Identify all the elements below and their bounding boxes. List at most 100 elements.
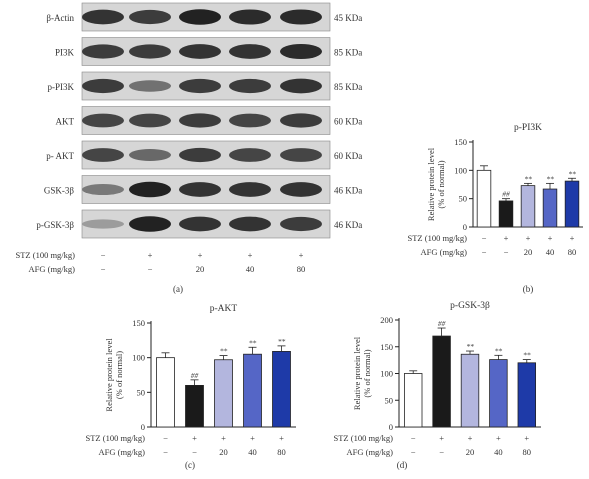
blot-row-label: PI3K: [55, 48, 75, 58]
bar: [476, 169, 492, 228]
bar: [517, 362, 537, 428]
afg-value: 20: [219, 447, 228, 457]
stz-value: −: [411, 433, 416, 443]
significance-mark: ##: [191, 371, 199, 380]
blot-band: [129, 216, 171, 232]
chart-title: p-AKT: [210, 304, 238, 314]
y-tick-label: 0: [389, 422, 393, 432]
stz-label: STZ (100 mg/kg): [408, 233, 468, 243]
blot-band: [229, 9, 271, 25]
blot-kda-label: 85 KDa: [334, 82, 362, 92]
afg-value: 80: [277, 447, 286, 457]
blot-band: [82, 148, 124, 162]
stz-value: +: [570, 233, 575, 243]
blot-band: [82, 9, 124, 25]
blot-row-label: GSK-3β: [44, 186, 75, 196]
blot-kda-label: 46 KDa: [334, 186, 362, 196]
afg-value: 80: [523, 447, 532, 457]
blot-kda-label: 60 KDa: [334, 151, 362, 161]
significance-mark: **: [568, 169, 576, 178]
blot-band: [179, 78, 221, 94]
afg-value: 20: [524, 247, 533, 257]
chart-title: p-PI3K: [514, 123, 542, 133]
blot-band: [82, 113, 124, 128]
stz-value: −: [101, 250, 106, 260]
y-tick-label: 100: [132, 353, 145, 363]
stz-value: +: [524, 433, 529, 443]
y-axis-unit-label: (% of normal): [436, 160, 446, 208]
y-axis-label: Relative protein level: [352, 336, 362, 410]
stz-value: +: [548, 233, 553, 243]
stz-value: +: [468, 433, 473, 443]
y-tick-label: 150: [132, 318, 145, 328]
blot-band: [280, 9, 322, 25]
afg-label: AFG (mg/kg): [28, 264, 75, 274]
afg-value: 40: [494, 447, 503, 457]
significance-mark: **: [495, 346, 503, 355]
significance-mark: ##: [502, 190, 510, 199]
afg-value: 40: [248, 447, 257, 457]
stz-value: +: [439, 433, 444, 443]
chart-p-akt: p-AKT Relative protein level (% of normal)…: [86, 304, 296, 470]
stz-value: +: [279, 433, 284, 443]
blot-band: [229, 148, 271, 162]
blot-band: [129, 80, 171, 92]
significance-mark: **: [278, 337, 286, 346]
afg-value: −: [411, 447, 416, 457]
bar: [498, 200, 514, 228]
stz-value: −: [482, 233, 487, 243]
stz-value: +: [496, 433, 501, 443]
bar: [489, 359, 508, 428]
afg-value: −: [439, 447, 444, 457]
significance-mark: **: [466, 342, 474, 351]
bar: [542, 188, 558, 228]
blot-band: [129, 113, 171, 128]
afg-value: 80: [297, 264, 306, 274]
afg-value: −: [504, 247, 509, 257]
chart-p-pi3k: p-PI3K Relative protein level (% of normal…: [408, 123, 583, 294]
afg-value: 40: [246, 264, 255, 274]
afg-value: −: [148, 264, 153, 274]
blot-band: [82, 78, 124, 94]
blot-band: [280, 148, 322, 162]
y-tick-label: 100: [454, 165, 467, 175]
panel-label: (b): [523, 284, 534, 294]
western-blot-panel: β-Actin 45 KDa PI3K 85 KDa p-PI3K 85 KDa AKT 60…: [16, 2, 362, 294]
panel-label: (d): [397, 460, 408, 470]
blot-row-label: β-Actin: [46, 13, 74, 23]
blot-band: [280, 43, 322, 60]
y-axis-unit-label: (% of normal): [114, 351, 124, 399]
bar: [520, 185, 536, 228]
afg-value: −: [163, 447, 168, 457]
blot-row-label: AKT: [56, 117, 75, 127]
stz-label: STZ (100 mg/kg): [86, 433, 146, 443]
bar: [432, 335, 451, 428]
stz-label: STZ (100 mg/kg): [334, 433, 394, 443]
blot-band: [280, 78, 322, 94]
blot-band: [280, 216, 322, 232]
y-tick-label: 0: [141, 422, 145, 432]
stz-value: +: [148, 250, 153, 260]
blot-row-label: p-PI3K: [48, 82, 75, 92]
blot-band: [82, 183, 124, 196]
blot-band: [179, 216, 221, 232]
significance-mark: **: [523, 351, 531, 360]
y-axis-label: Relative protein level: [104, 338, 114, 412]
significance-mark: ##: [438, 319, 446, 328]
blot-band: [179, 113, 221, 128]
y-tick-label: 150: [454, 137, 467, 147]
stz-value: −: [163, 433, 168, 443]
blot-band: [229, 182, 271, 197]
blot-row-label: p- AKT: [46, 151, 74, 161]
blot-kda-label: 60 KDa: [334, 117, 362, 127]
y-axis-label: Relative protein level: [426, 147, 436, 221]
afg-value: −: [482, 247, 487, 257]
blot-band: [129, 149, 171, 161]
afg-label: AFG (mg/kg): [420, 247, 467, 257]
afg-value: −: [192, 447, 197, 457]
blot-row-label: p-GSK-3β: [36, 220, 74, 230]
blot-band: [179, 147, 221, 163]
afg-value: 20: [196, 264, 205, 274]
bar: [564, 180, 580, 228]
